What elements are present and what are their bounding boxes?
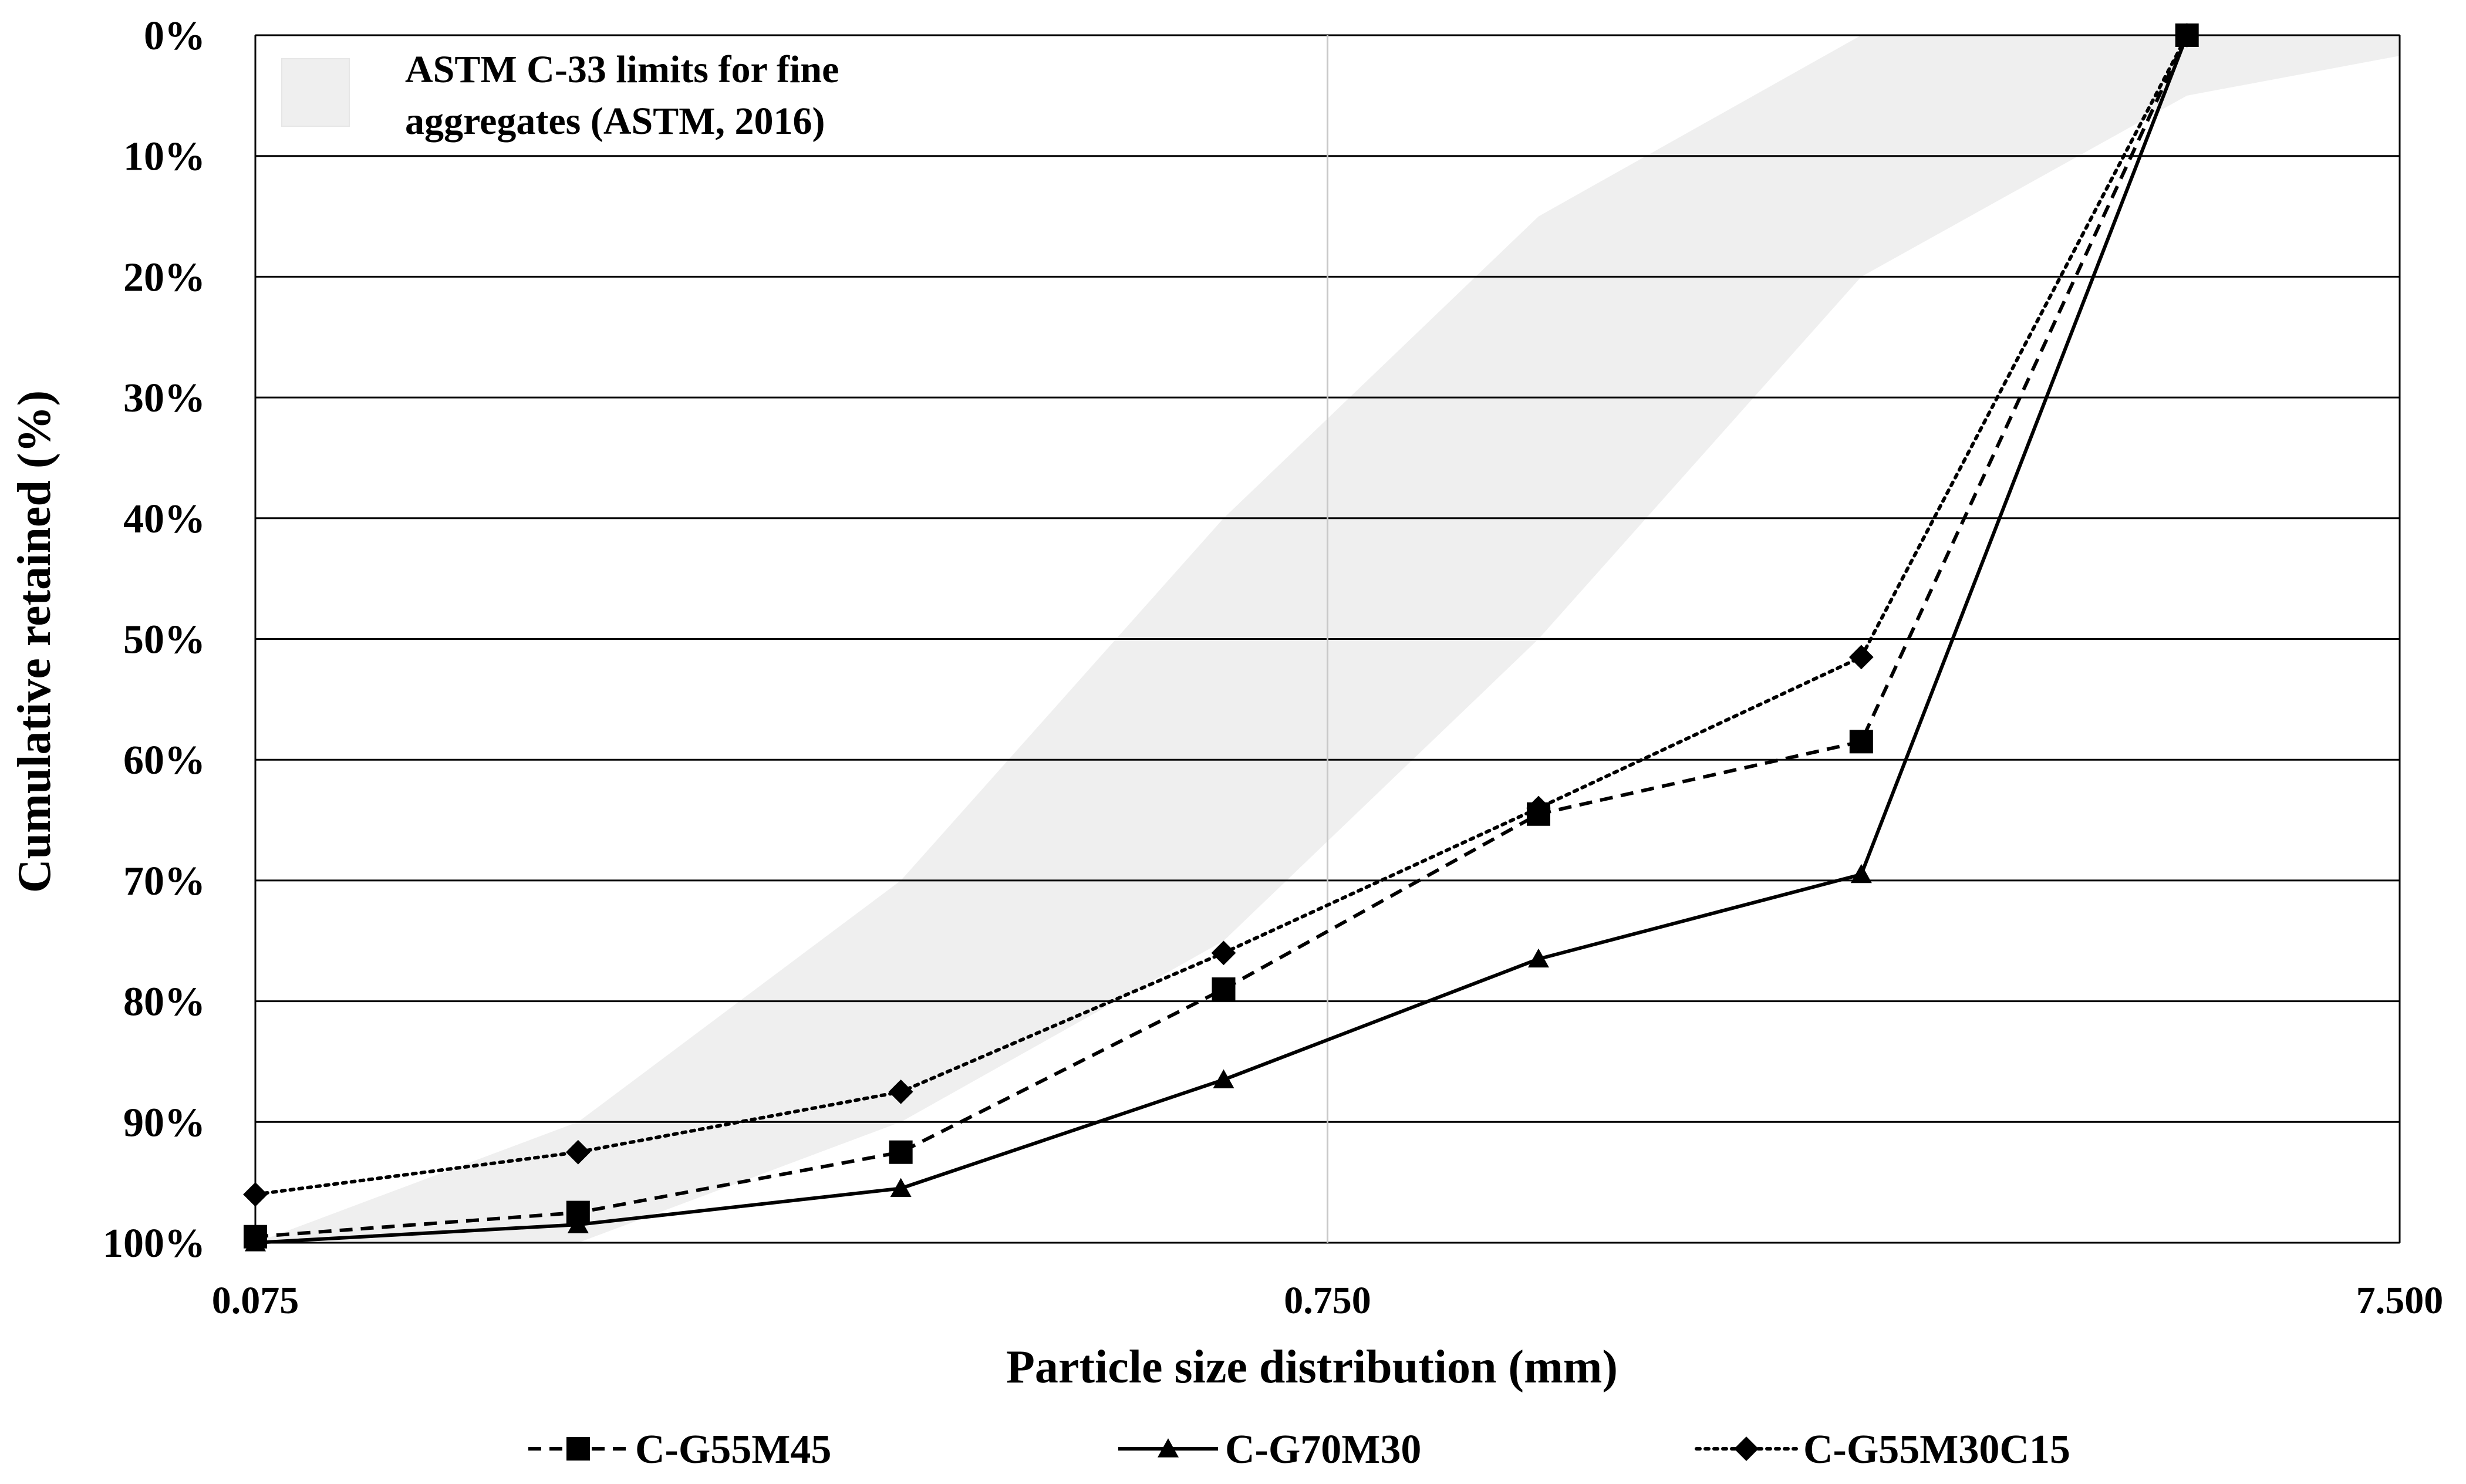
y-tick-label: 50%	[123, 618, 205, 663]
legend-marker	[1158, 1438, 1179, 1458]
y-tick-label: 90%	[123, 1100, 205, 1145]
y-tick-label: 30%	[123, 376, 205, 421]
y-tick-label: 40%	[123, 497, 205, 542]
x-tick-label: 0.075	[212, 1279, 299, 1322]
series-C-G70M30	[245, 25, 2198, 1252]
band-legend: ASTM C-33 limits for fine aggregates (AS…	[281, 48, 839, 143]
data-point	[1213, 1069, 1234, 1088]
legend-marker	[1734, 1436, 1759, 1461]
data-point	[1848, 645, 1874, 670]
data-point	[1526, 795, 1551, 821]
data-point	[1212, 977, 1236, 1001]
band-legend-swatch	[281, 58, 350, 127]
data-point	[888, 1079, 913, 1104]
data-point	[1527, 948, 1549, 968]
y-axis-title: Cumulative retained (%)	[9, 390, 60, 893]
legend-item-C-G55M30C15: C-G55M30C15	[1695, 1427, 2070, 1472]
data-point	[1850, 864, 1872, 883]
data-point	[890, 1178, 912, 1198]
data-point	[1849, 730, 1873, 754]
legend-marker	[566, 1437, 590, 1461]
legend-label: C-G55M30C15	[1803, 1427, 2070, 1472]
data-point	[889, 1140, 913, 1164]
data-point	[567, 1214, 589, 1233]
x-axis-title: Particle size distribution (mm)	[1006, 1341, 1618, 1393]
series-C-G55M30C15	[243, 23, 2200, 1207]
legend-label: C-G70M30	[1225, 1427, 1421, 1472]
data-point	[2174, 23, 2200, 48]
y-tick-label: 80%	[123, 980, 205, 1025]
y-tick-label: 60%	[123, 738, 205, 783]
band-legend-line-1: ASTM C-33 limits for fine	[405, 48, 839, 91]
x-tick-label: 0.750	[1284, 1279, 1371, 1322]
x-tick-label: 7.500	[2356, 1279, 2444, 1322]
data-point	[1211, 940, 1236, 966]
series-layer	[243, 23, 2200, 1252]
y-tick-label: 100%	[103, 1221, 205, 1266]
data-point	[565, 1139, 591, 1165]
grid-layer	[254, 34, 2401, 1244]
y-tick-label: 0%	[144, 14, 205, 59]
legend-label: C-G55M45	[635, 1427, 831, 1472]
legend-item-C-G70M30: C-G70M30	[1118, 1427, 1421, 1472]
data-point	[245, 1232, 266, 1252]
band-legend-line-2: aggregates (ASTM, 2016)	[405, 100, 825, 143]
data-point	[243, 1182, 268, 1207]
y-tick-label: 70%	[123, 859, 205, 904]
tick-label-layer: 0% 10% 20% 30% 40% 50% 60% 70% 80% 90% 100%0.075 0.…	[103, 14, 2443, 1322]
legend-item-C-G55M45: C-G55M45	[528, 1427, 831, 1472]
y-tick-label: 10%	[123, 134, 205, 180]
y-tick-label: 20%	[123, 255, 205, 300]
series-legend: C-G55M45 C-G70M30 C-G55M30C15	[528, 1427, 2070, 1472]
